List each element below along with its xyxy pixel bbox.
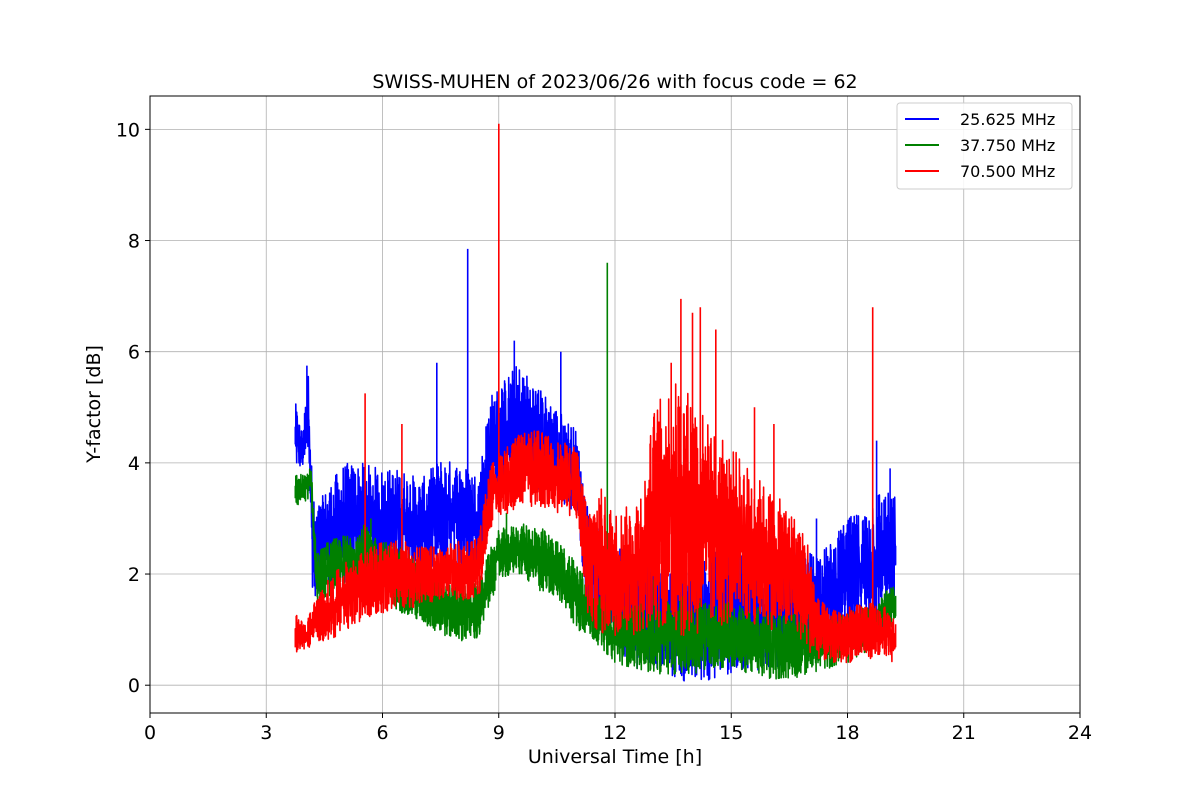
x-tick-label: 15 bbox=[719, 722, 743, 744]
x-tick-label: 18 bbox=[835, 722, 859, 744]
y-tick-label: 2 bbox=[128, 564, 140, 586]
x-tick-label: 24 bbox=[1068, 722, 1092, 744]
y-tick-label: 0 bbox=[128, 675, 140, 697]
plot-series bbox=[294, 123, 897, 682]
legend-label: 37.750 MHz bbox=[960, 136, 1055, 155]
y-tick-label: 4 bbox=[128, 453, 140, 475]
y-tick-label: 6 bbox=[128, 342, 140, 364]
legend: 25.625 MHz 37.750 MHz 70.500 MHz bbox=[896, 102, 1073, 190]
x-tick-label: 21 bbox=[952, 722, 976, 744]
x-tick-label: 3 bbox=[260, 722, 272, 744]
legend-box bbox=[896, 102, 1073, 190]
legend-label: 25.625 MHz bbox=[960, 110, 1055, 129]
x-tick-label: 9 bbox=[493, 722, 505, 744]
chart-title: SWISS-MUHEN of 2023/06/26 with focus cod… bbox=[372, 71, 857, 93]
x-tick-label: 6 bbox=[376, 722, 388, 744]
y-axis-label: Y-factor [dB] bbox=[83, 345, 105, 464]
legend-label: 70.500 MHz bbox=[960, 162, 1055, 181]
x-axis-label: Universal Time [h] bbox=[528, 746, 702, 768]
y-tick-label: 10 bbox=[116, 119, 140, 141]
x-tick-label: 12 bbox=[603, 722, 627, 744]
series-line-70-500-mhz bbox=[294, 123, 897, 664]
y-tick-label: 8 bbox=[128, 231, 140, 253]
x-tick-label: 0 bbox=[144, 722, 156, 744]
